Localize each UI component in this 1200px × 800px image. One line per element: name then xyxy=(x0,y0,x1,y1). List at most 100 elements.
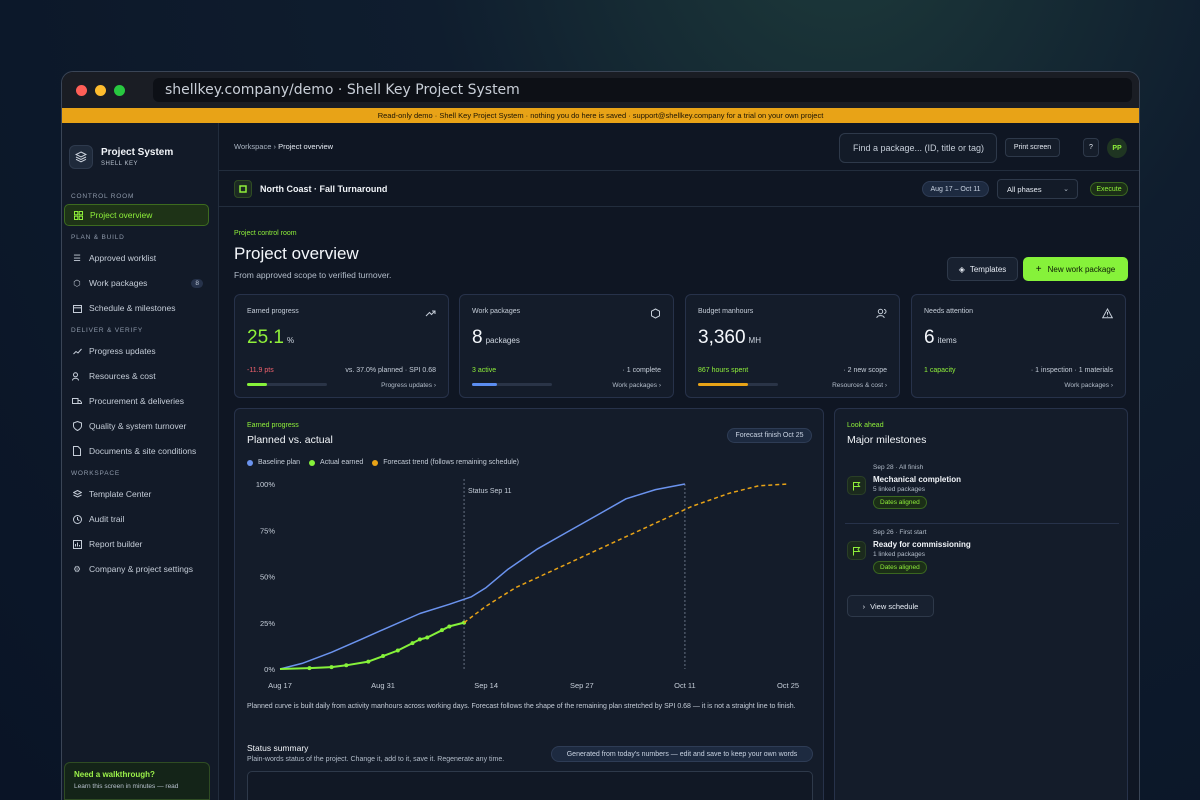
minimize-window-button[interactable] xyxy=(95,84,106,96)
execute-mode-badge[interactable]: Execute xyxy=(1090,182,1128,196)
card-title: Budget manhours xyxy=(698,308,754,315)
flag-icon xyxy=(847,476,866,495)
sidebar-item-label: Company & project settings xyxy=(89,564,193,574)
milestone-sub: 1 linked packages xyxy=(873,551,926,558)
project-name[interactable]: North Coast · Fall Turnaround xyxy=(260,183,388,194)
card-link[interactable]: Work packages › xyxy=(1064,382,1113,389)
sidebar-item-label: Approved worklist xyxy=(89,253,157,263)
users-icon xyxy=(876,306,887,319)
sidebar-item-documents[interactable]: Documents & site conditions xyxy=(64,440,209,462)
package-search-input[interactable]: Find a package... (ID, title or tag) xyxy=(839,133,997,163)
sidebar-item-schedule[interactable]: Schedule & milestones xyxy=(64,297,209,319)
plus-icon: + xyxy=(1035,263,1042,275)
card-title: Earned progress xyxy=(247,308,299,315)
new-work-package-label: New work package xyxy=(1047,264,1116,274)
section-workspace: WORKSPACE xyxy=(71,470,120,477)
templates-button[interactable]: ◈ Templates xyxy=(947,257,1018,281)
user-avatar[interactable]: PP xyxy=(1107,138,1127,158)
users-icon xyxy=(72,371,82,381)
legend-actual: Actual earned xyxy=(320,459,364,466)
card-left-stat: 867 hours spent xyxy=(698,367,749,374)
card-number: 3,360 xyxy=(698,327,746,348)
address-bar[interactable]: shellkey.company/demo · Shell Key Projec… xyxy=(153,78,1132,102)
legend-baseline: Baseline plan xyxy=(258,459,301,466)
maximize-window-button[interactable] xyxy=(114,84,125,96)
walkthrough-callout[interactable]: Need a walkthrough? Learn this screen in… xyxy=(64,762,210,800)
card-progress-bar xyxy=(247,383,327,386)
new-work-package-button[interactable]: + New work package xyxy=(1023,257,1128,281)
milestone-sub: 5 linked packages xyxy=(873,486,926,493)
sidebar-item-report-builder[interactable]: Report builder xyxy=(64,533,209,555)
actual-point xyxy=(395,648,400,653)
card-link-label: Work packages xyxy=(612,382,658,389)
milestones-kicker: Look ahead xyxy=(847,422,884,429)
card-link[interactable]: Work packages › xyxy=(612,382,661,389)
sidebar-item-resources[interactable]: Resources & cost xyxy=(64,365,209,387)
hexagon-icon xyxy=(650,306,661,319)
card-title: Work packages xyxy=(472,308,521,315)
milestone-item[interactable]: Sep 26 · First start Ready for commissio… xyxy=(845,529,1119,589)
print-screen-button[interactable]: Print screen xyxy=(1005,138,1060,157)
card-right-stat: · 1 complete xyxy=(622,367,661,374)
breadcrumb-root[interactable]: Workspace xyxy=(234,142,272,151)
actual-point xyxy=(307,666,312,671)
brand-sub: SHELL KEY xyxy=(101,161,138,167)
chart-legend: Baseline plan Actual earned Forecast tre… xyxy=(247,459,519,466)
actual-point xyxy=(329,665,334,670)
clock-icon xyxy=(72,514,82,524)
brand: Project System SHELL KEY xyxy=(62,123,218,173)
x-tick-label: Aug 17 xyxy=(268,681,292,690)
card-left-stat: 3 active xyxy=(472,367,497,374)
sidebar-item-audit-trail[interactable]: Audit trail xyxy=(64,508,209,530)
close-window-button[interactable] xyxy=(76,84,87,96)
card-left-stat: 1 capacity xyxy=(924,367,956,374)
card-progress-fill xyxy=(698,383,748,386)
templates-label: Templates xyxy=(969,264,1007,274)
card-link-label: Work packages xyxy=(1064,382,1110,389)
status-summary-textarea[interactable] xyxy=(247,771,813,800)
card-title: Needs attention xyxy=(924,308,974,315)
layers-icon xyxy=(72,489,82,499)
card-unit: items xyxy=(937,336,957,345)
card-unit: MH xyxy=(748,336,761,345)
breadcrumb: Workspace › Project overview xyxy=(234,142,333,151)
view-schedule-label: View schedule xyxy=(870,601,919,611)
list-icon: ☰ xyxy=(73,252,81,263)
card-value: 8 packages xyxy=(472,327,520,349)
warning-icon xyxy=(1101,306,1114,319)
milestone-item[interactable]: Sep 28 · All finish Mechanical completio… xyxy=(845,464,1119,524)
sidebar-item-settings[interactable]: ⚙ Company & project settings xyxy=(64,558,209,580)
help-button[interactable]: ? xyxy=(1083,138,1099,157)
card-right-stat: · 2 new scope xyxy=(843,367,887,374)
progress-chart: 0% 25% 50% 75% 100% Aug 17 Aug 31 Sep 14 Sep 27 O… xyxy=(256,479,799,690)
view-schedule-button[interactable]: › View schedule xyxy=(847,595,934,617)
main-content: Workspace › Project overview Find a pack… xyxy=(219,123,1139,800)
layers-icon: ◈ xyxy=(958,264,965,274)
report-icon xyxy=(72,539,82,549)
sidebar-item-progress-updates[interactable]: Progress updates xyxy=(64,340,209,362)
card-work-packages: Work packages 8 packages 3 active · 1 com… xyxy=(459,294,674,398)
sidebar-item-label: Schedule & milestones xyxy=(89,303,176,313)
y-tick-label: 100% xyxy=(256,480,276,489)
topbar: Workspace › Project overview Find a pack… xyxy=(219,123,1139,171)
flag-icon xyxy=(847,541,866,560)
card-link-label: Resources & cost xyxy=(832,382,884,389)
sidebar-item-procurement[interactable]: Procurement & deliveries xyxy=(64,390,209,412)
card-value: 3,360 MH xyxy=(698,327,761,349)
y-tick-label: 0% xyxy=(264,665,275,674)
sidebar-item-approved-worklist[interactable]: ☰ Approved worklist xyxy=(64,247,209,269)
card-progress-fill xyxy=(472,383,497,386)
sidebar-item-template-center[interactable]: Template Center xyxy=(64,483,209,505)
card-link[interactable]: Progress updates › xyxy=(381,382,436,389)
sidebar-item-project-overview[interactable]: Project overview xyxy=(64,204,209,226)
project-bar: North Coast · Fall Turnaround Aug 17 – O… xyxy=(219,171,1139,207)
sidebar-item-work-packages[interactable]: ⬡ Work packages 8 xyxy=(64,272,209,294)
date-range-pill[interactable]: Aug 17 – Oct 11 xyxy=(922,181,989,197)
sidebar-item-quality[interactable]: Quality & system turnover xyxy=(64,415,209,437)
shield-icon xyxy=(72,421,82,431)
y-tick-label: 50% xyxy=(260,573,275,582)
trend-up-icon xyxy=(425,306,436,317)
card-link[interactable]: Resources & cost › xyxy=(832,382,887,389)
phase-select[interactable]: All phases ⌄ xyxy=(997,179,1078,199)
chevron-down-icon: ⌄ xyxy=(1063,186,1069,193)
